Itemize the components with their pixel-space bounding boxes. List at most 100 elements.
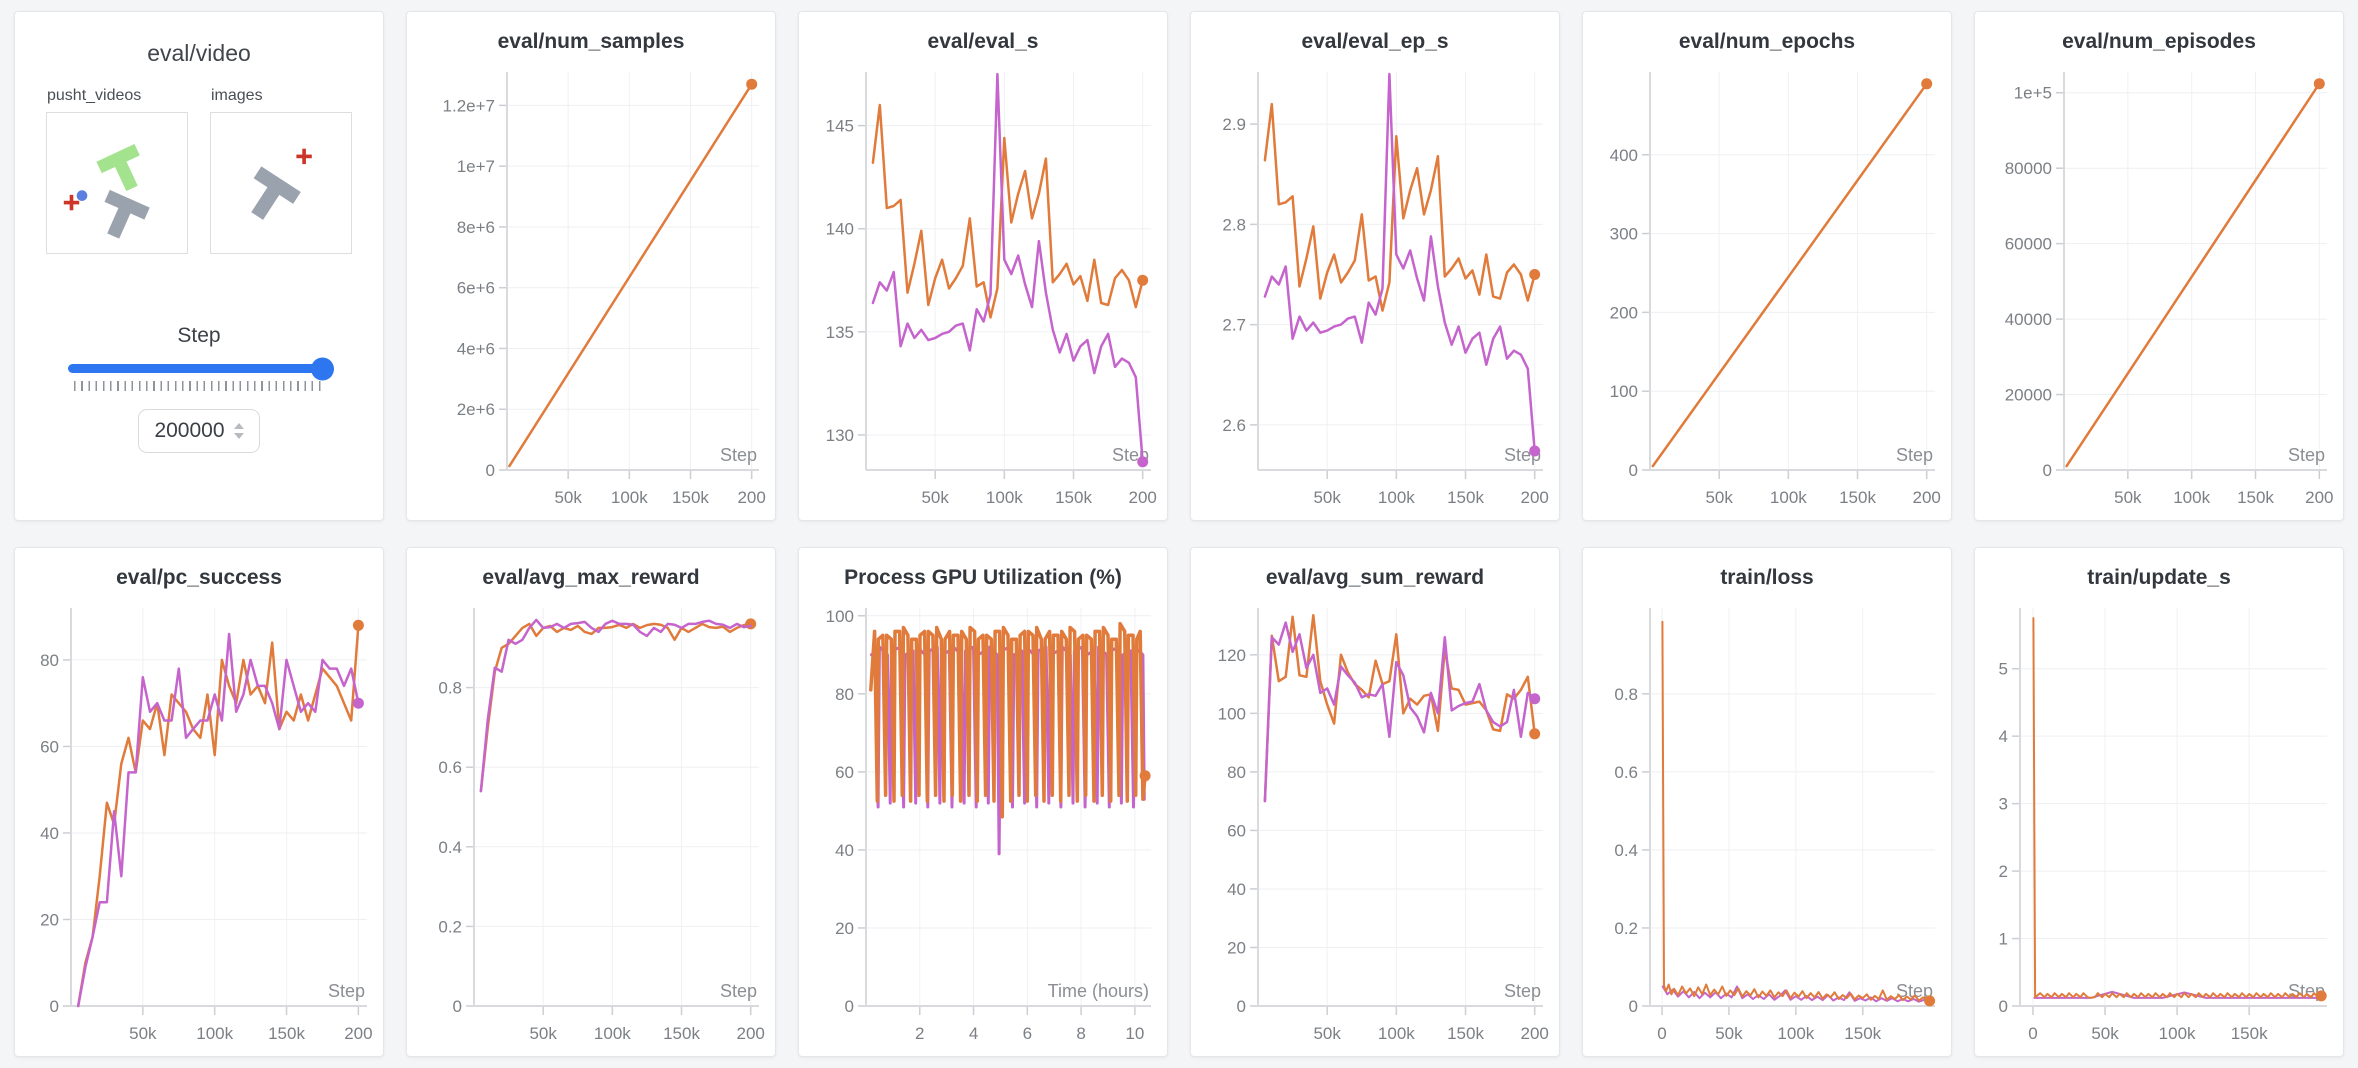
chart-panel-eval-num-samples: eval/num_samples 0 2e+6 4e+6 6e+6 8e+6 1e+7 1.…	[406, 11, 776, 521]
media-panel-title: eval/video	[147, 40, 251, 66]
step-value-input[interactable]: 200000	[138, 409, 260, 453]
svg-text:Step: Step	[1896, 981, 1933, 1001]
svg-text:130: 130	[826, 426, 854, 445]
chart-plot-eval-eval-s[interactable]: 130 135 140 145 50k 100k 150k 200 Step	[799, 58, 1167, 520]
svg-text:200: 200	[737, 1024, 765, 1043]
svg-text:0: 0	[1999, 997, 2008, 1016]
svg-text:60: 60	[1227, 821, 1246, 840]
step-slider-label: Step	[177, 324, 221, 347]
images-frame	[251, 148, 312, 220]
step-stepper-arrows[interactable]	[233, 423, 244, 439]
step-slider-track[interactable]	[68, 357, 334, 380]
chart-plot-eval-num-samples[interactable]: 0 2e+6 4e+6 6e+6 8e+6 1e+7 1.2e+7 50k 100k 150k 20…	[407, 58, 775, 520]
svg-text:Step: Step	[720, 981, 757, 1001]
svg-text:100: 100	[1218, 704, 1246, 723]
svg-text:50k: 50k	[1705, 488, 1733, 507]
svg-text:50k: 50k	[554, 488, 582, 507]
svg-text:200: 200	[1521, 1024, 1549, 1043]
chart-title: eval/num_epochs	[1678, 30, 1856, 53]
svg-text:60: 60	[40, 737, 59, 756]
chart-plot-eval-num-episodes[interactable]: 0 20000 40000 60000 80000 1e+5 50k 100k 150k 200 S…	[1975, 58, 2343, 520]
svg-text:2: 2	[1999, 862, 2008, 881]
svg-text:120: 120	[1218, 646, 1246, 665]
svg-text:50k: 50k	[921, 488, 949, 507]
svg-text:150k: 150k	[2231, 1024, 2268, 1043]
chart-plot-eval-avg-max-reward[interactable]: 0 0.2 0.4 0.6 0.8 50k 100k 150k 200 Step	[407, 594, 775, 1056]
chart-plot-process-gpu-utilization[interactable]: 0 20 40 60 80 100 2 4 6 8 10 Time (hours)	[799, 594, 1167, 1056]
step-up-icon[interactable]	[233, 423, 244, 429]
svg-text:0: 0	[1629, 461, 1638, 480]
svg-text:20: 20	[835, 919, 854, 938]
svg-text:50k: 50k	[1313, 488, 1341, 507]
chart-plot-train-loss[interactable]: 0 0.2 0.4 0.6 0.8 0 50k 100k 150k Step	[1583, 594, 1951, 1056]
svg-text:150k: 150k	[2237, 488, 2274, 507]
target-cross-icon	[296, 148, 312, 165]
chart-plot-train-update-s[interactable]: 0 1 2 3 4 5 0 50k 100k 150k Step	[1975, 594, 2343, 1056]
svg-text:0: 0	[453, 997, 462, 1016]
svg-text:150k: 150k	[1055, 488, 1092, 507]
step-slider[interactable]	[68, 357, 334, 391]
chart-plot-eval-avg-sum-reward[interactable]: 0 20 40 60 80 100 120 50k 100k 150k 200 Step	[1191, 594, 1559, 1056]
svg-text:1e+7: 1e+7	[457, 157, 495, 176]
chart-panel-train-loss: train/loss 0 0.2 0.4 0.6 0.8 0 50k 100k 150k Step	[1582, 547, 1952, 1057]
svg-text:0.8: 0.8	[438, 679, 462, 698]
svg-text:150k: 150k	[663, 1024, 700, 1043]
chart-title: eval/num_episodes	[2062, 30, 2256, 53]
svg-text:Step: Step	[720, 445, 757, 465]
svg-text:10: 10	[1125, 1024, 1144, 1043]
svg-text:100: 100	[826, 607, 854, 626]
chart-panel-process-gpu-utilization: Process GPU Utilization (%) 0 20 40 60 80 100…	[798, 547, 1168, 1057]
svg-text:100k: 100k	[2159, 1024, 2196, 1043]
target-cross-icon	[63, 194, 80, 211]
svg-text:0: 0	[1237, 997, 1246, 1016]
svg-text:20: 20	[1227, 938, 1246, 957]
svg-text:0.6: 0.6	[1614, 763, 1638, 782]
images-thumbnail[interactable]	[210, 112, 352, 254]
chart-panel-train-update-s: train/update_s 0 1 2 3 4 5 0 50k 100k 150k Step	[1974, 547, 2344, 1057]
svg-text:0.2: 0.2	[438, 917, 462, 936]
svg-text:150k: 150k	[1844, 1024, 1881, 1043]
svg-text:8: 8	[1076, 1024, 1085, 1043]
svg-text:150k: 150k	[1839, 488, 1876, 507]
pusht-video-thumbnail[interactable]	[46, 112, 188, 254]
svg-text:Step: Step	[328, 981, 365, 1001]
svg-text:200: 200	[1610, 303, 1638, 322]
svg-text:150k: 150k	[1447, 488, 1484, 507]
svg-text:0: 0	[1657, 1024, 1666, 1043]
chart-panel-eval-eval-ep-s: eval/eval_ep_s 2.6 2.7 2.8 2.9 50k 100k 150k 20…	[1190, 11, 1560, 521]
svg-text:100k: 100k	[1378, 1024, 1415, 1043]
chart-title: Process GPU Utilization (%)	[844, 566, 1122, 589]
pusht-videos-caption: pusht_videos	[47, 87, 142, 104]
step-down-icon[interactable]	[233, 433, 244, 439]
svg-text:0: 0	[486, 461, 495, 480]
svg-text:80: 80	[1227, 763, 1246, 782]
svg-text:Step: Step	[1504, 981, 1541, 1001]
svg-text:100k: 100k	[986, 488, 1023, 507]
chart-panel-eval-avg-max-reward: eval/avg_max_reward 0 0.2 0.4 0.6 0.8 50k 100k…	[406, 547, 776, 1057]
svg-text:150k: 150k	[672, 488, 709, 507]
svg-text:0: 0	[2028, 1024, 2037, 1043]
svg-text:100k: 100k	[1770, 488, 1807, 507]
chart-plot-eval-pc-success[interactable]: 0 20 40 60 80 50k 100k 150k 200 Step	[15, 594, 383, 1056]
step-slider-thumb[interactable]	[311, 357, 334, 380]
chart-plot-eval-eval-ep-s[interactable]: 2.6 2.7 2.8 2.9 50k 100k 150k 200 Step	[1191, 58, 1559, 520]
svg-text:200: 200	[1521, 488, 1549, 507]
svg-text:150k: 150k	[268, 1024, 305, 1043]
chart-plot-eval-num-epochs[interactable]: 0 100 200 300 400 50k 100k 150k 200 Step	[1583, 58, 1951, 520]
svg-text:6e+6: 6e+6	[457, 279, 495, 298]
step-value-text: 200000	[154, 419, 225, 442]
svg-text:200: 200	[2305, 488, 2333, 507]
svg-text:100k: 100k	[1378, 488, 1415, 507]
svg-text:80: 80	[40, 651, 59, 670]
chart-title: eval/pc_success	[116, 566, 282, 589]
step-slider-tick-marks	[74, 381, 324, 391]
svg-text:40: 40	[835, 841, 854, 860]
chart-title: eval/eval_s	[927, 30, 1039, 53]
svg-text:0.6: 0.6	[438, 758, 462, 777]
svg-text:50k: 50k	[1313, 1024, 1341, 1043]
svg-text:140: 140	[826, 220, 854, 239]
media-figure-pusht-videos: pusht_videos	[46, 87, 188, 254]
chart-panel-eval-num-epochs: eval/num_epochs 0 100 200 300 400 50k 100k 150k…	[1582, 11, 1952, 521]
svg-text:8e+6: 8e+6	[457, 218, 495, 237]
